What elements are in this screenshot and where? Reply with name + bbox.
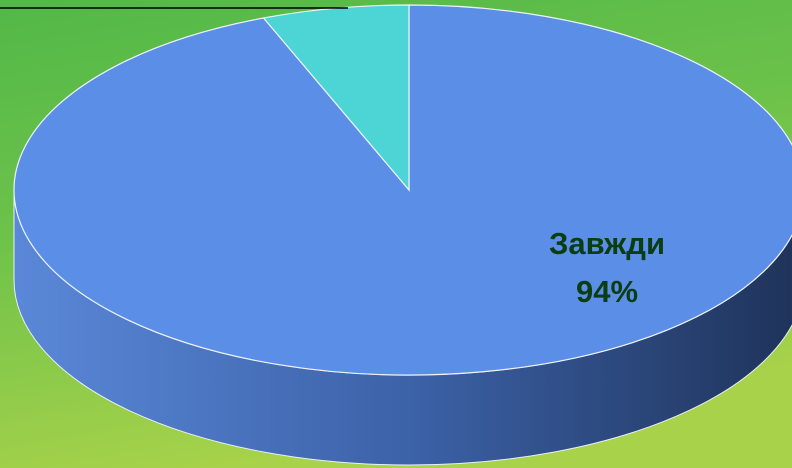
slice-label: Завжди (549, 226, 665, 261)
slice-value-label: 94% (576, 274, 638, 309)
slice (13, 4, 792, 376)
pie (13, 4, 792, 466)
